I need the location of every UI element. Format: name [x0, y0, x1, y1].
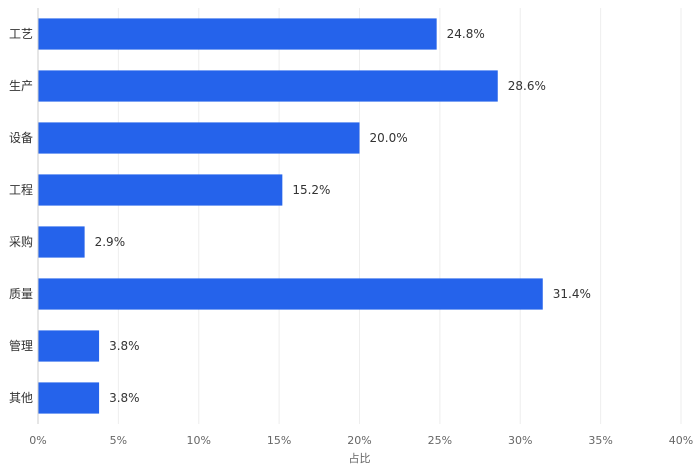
bar — [38, 330, 100, 362]
bars — [38, 18, 543, 414]
data-label: 15.2% — [292, 183, 330, 197]
x-tick-label: 40% — [669, 434, 693, 447]
x-tick-label: 10% — [187, 434, 211, 447]
data-label: 3.8% — [109, 339, 139, 353]
data-label: 28.6% — [508, 79, 546, 93]
x-tick-label: 5% — [110, 434, 127, 447]
bar — [38, 174, 283, 206]
x-tick-label: 25% — [428, 434, 452, 447]
category-label: 工程 — [9, 182, 33, 197]
data-label: 20.0% — [370, 131, 408, 145]
category-label: 采购 — [9, 234, 33, 249]
x-tick-label: 0% — [29, 434, 46, 447]
data-label: 3.8% — [109, 391, 139, 405]
x-tick-label: 35% — [588, 434, 612, 447]
bar — [38, 382, 100, 414]
category-label: 设备 — [9, 131, 33, 145]
x-axis-title: 占比 — [349, 451, 371, 465]
category-label: 生产 — [9, 79, 33, 93]
x-tick-label: 20% — [347, 434, 371, 447]
bar — [38, 18, 437, 50]
data-label: 24.8% — [447, 27, 485, 41]
category-label: 质量 — [9, 287, 33, 301]
bar — [38, 226, 85, 258]
data-labels: 24.8% 28.6% 20.0% 15.2% 2.9% 31.4% 3.8% 3.8% — [95, 27, 591, 405]
bar — [38, 70, 498, 102]
data-label: 31.4% — [553, 287, 591, 301]
category-label: 管理 — [9, 338, 33, 353]
category-label: 工艺 — [9, 27, 33, 41]
x-tick-label: 30% — [508, 434, 532, 447]
x-tick-labels: 0% 5% 10% 15% 20% 25% 30% 35% 40% — [29, 434, 693, 447]
category-label: 其他 — [9, 391, 33, 405]
bar — [38, 122, 360, 154]
bar — [38, 278, 543, 310]
x-tick-label: 15% — [267, 434, 291, 447]
data-label: 2.9% — [95, 235, 126, 249]
